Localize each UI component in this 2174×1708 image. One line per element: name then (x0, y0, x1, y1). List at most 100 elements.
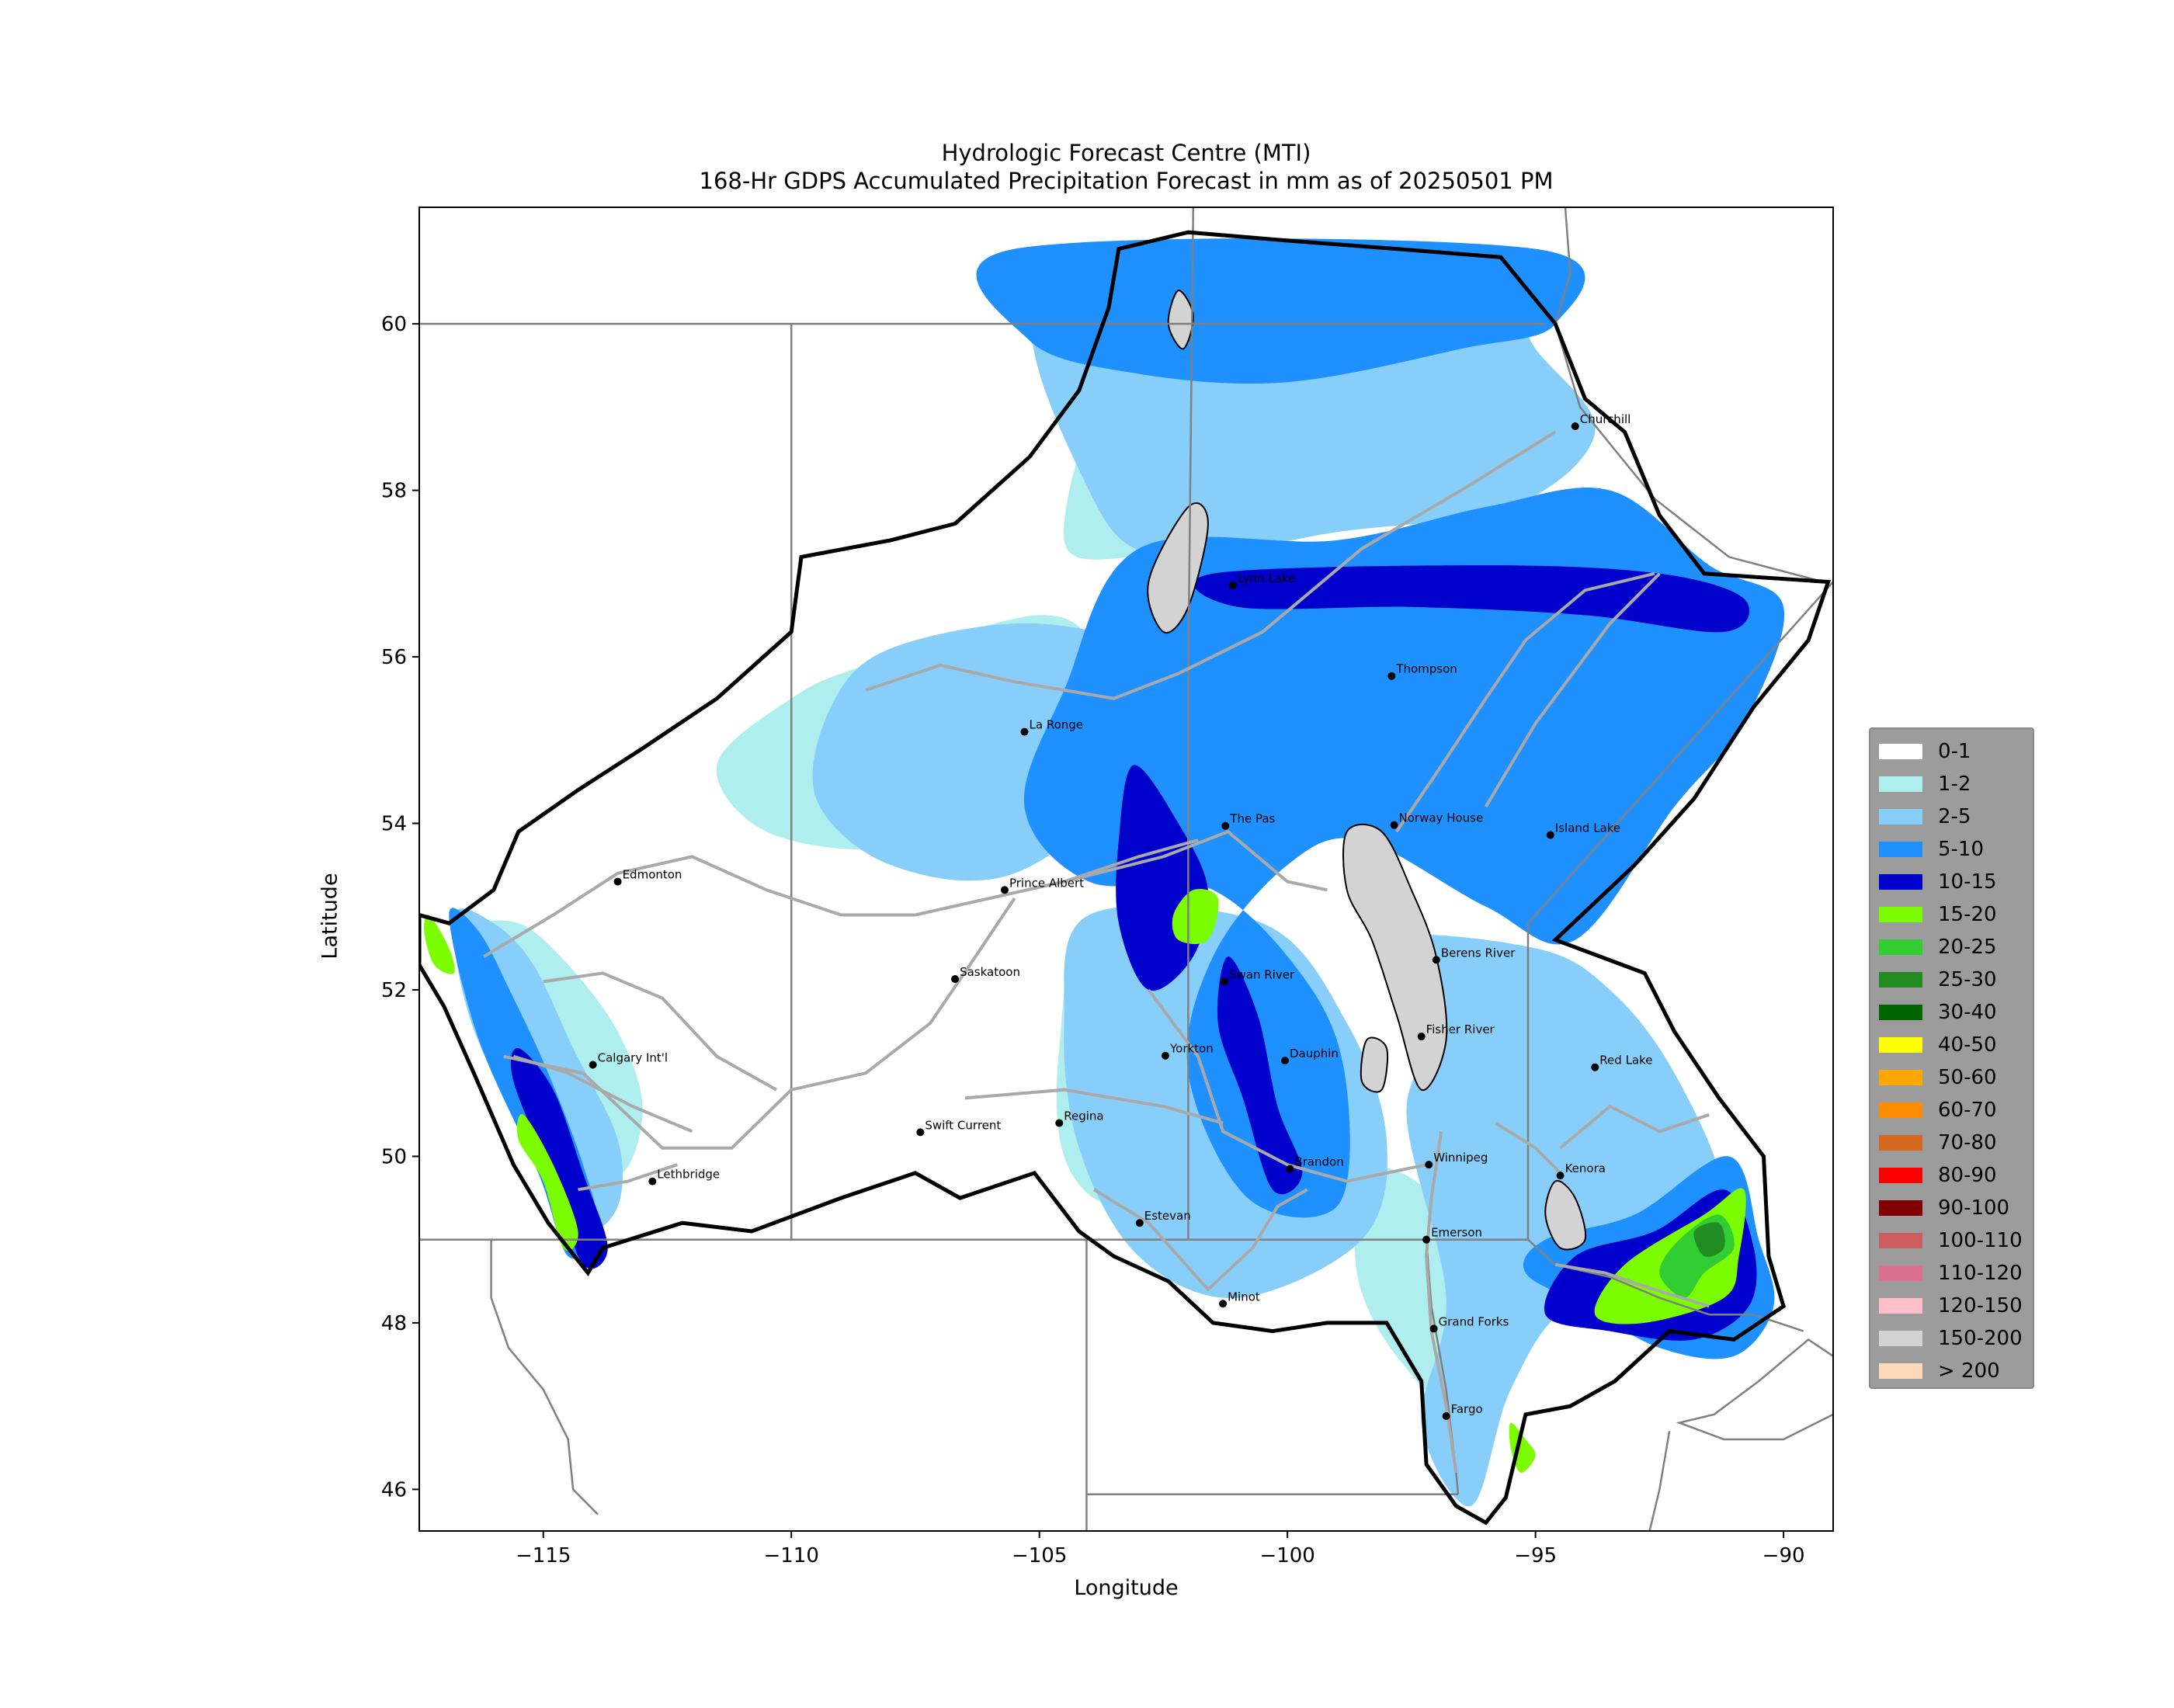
river-hayes (1484, 572, 1661, 808)
legend-swatch (1879, 1037, 1922, 1053)
city-marker-island-lake (1546, 831, 1554, 839)
city-label-brandon: Brandon (1294, 1155, 1343, 1169)
river-rainy (1554, 1262, 1710, 1308)
legend-label: 5-10 (1938, 838, 1985, 861)
city-marker-swan-river (1221, 977, 1229, 986)
river-red-deer (543, 971, 777, 1092)
legend-label: 20-25 (1938, 936, 1997, 959)
precip-zone-15-20-21 (424, 914, 455, 974)
y-tick-label: 48 (381, 1312, 407, 1335)
legend-label: 60-70 (1938, 1099, 1997, 1122)
city-label-edmonton: Edmonton (623, 868, 682, 882)
city-marker-yorkton (1161, 1051, 1169, 1060)
city-marker-fisher-river (1417, 1033, 1426, 1041)
legend-swatch (1879, 1298, 1922, 1314)
political-borders (419, 207, 1833, 1531)
legend-swatch (1879, 1102, 1922, 1118)
city-marker-estevan (1135, 1219, 1144, 1227)
legend-item: 20-25 (1870, 931, 2036, 963)
legend-item: 0-1 (1870, 735, 2036, 768)
precip-zone-5-10-11 (1023, 487, 1785, 1218)
legend-swatch (1879, 1363, 1922, 1379)
precip-zone-150-200-26 (1342, 823, 1448, 1091)
city-marker-regina (1055, 1119, 1064, 1127)
legend-swatch (1879, 1265, 1922, 1281)
legend-label: 15-20 (1938, 903, 1997, 926)
border-mn-wi (1648, 1431, 1671, 1531)
city-label-fargo: Fargo (1451, 1402, 1483, 1416)
legend-item: 30-40 (1870, 996, 2036, 1029)
city-label-lynn-lake: Lynn Lake (1238, 571, 1296, 585)
legend-item: 40-50 (1870, 1029, 2036, 1061)
city-label-swift-current: Swift Current (925, 1118, 1001, 1132)
legend-label: 50-60 (1938, 1066, 1997, 1089)
city-marker-churchill (1571, 422, 1579, 431)
legend-item: 10-15 (1870, 866, 2036, 898)
city-label-emerson: Emerson (1431, 1226, 1482, 1240)
border-hudson-coast (1554, 207, 1824, 583)
river-south-saskatchewan (503, 897, 1016, 1150)
legend-label: 70-80 (1938, 1131, 1997, 1154)
city-label-saskatoon: Saskatoon (960, 965, 1020, 979)
city-label-norway-house: Norway House (1399, 811, 1484, 825)
river-bow (512, 1054, 693, 1133)
legend-item: 90-100 (1870, 1192, 2036, 1224)
y-axis-label: Latitude (318, 873, 342, 960)
border-id-mt (490, 1239, 599, 1515)
legend-label: 0-1 (1938, 740, 1971, 763)
city-marker-lethbridge (648, 1177, 657, 1186)
y-tick-label: 52 (381, 979, 407, 1002)
legend-item: 25-30 (1870, 963, 2036, 996)
precip-zone-10-15-17 (510, 1047, 608, 1269)
city-label-calgary-int-l: Calgary Int'l (598, 1050, 668, 1064)
border-mb-on (1526, 581, 1833, 1240)
x-axis-label: Longitude (1074, 1576, 1179, 1600)
legend-item: 2-5 (1870, 800, 2036, 833)
city-marker-grand-forks (1429, 1324, 1438, 1333)
city-label-yorkton: Yorkton (1169, 1042, 1214, 1056)
city-label-swan-river: Swan River (1229, 967, 1295, 981)
legend-item: 150-200 (1870, 1322, 2036, 1355)
legend-label: 150-200 (1938, 1327, 2023, 1350)
city-label-winnipeg: Winnipeg (1433, 1151, 1488, 1165)
y-tick-label: 56 (381, 646, 407, 669)
legend-label: 30-40 (1938, 1001, 1997, 1024)
city-label-la-ronge: La Ronge (1030, 718, 1084, 732)
basin-outline (419, 230, 1832, 1526)
legend-item: > 200 (1870, 1355, 2036, 1387)
legend-label: 110-120 (1938, 1262, 2023, 1285)
legend-item: 110-120 (1870, 1257, 2036, 1290)
river-nelson (1395, 571, 1655, 833)
city-marker-emerson (1422, 1235, 1431, 1244)
legend-swatch (1879, 1070, 1922, 1085)
legend-swatch (1879, 939, 1922, 955)
city-marker-prince-albert (1000, 886, 1009, 894)
cities: Churchill Lynn Lake Thompson La Ronge The Pa… (589, 412, 1653, 1421)
border-lake-superior (1676, 1338, 1833, 1441)
x-tick-label: −110 (763, 1544, 818, 1567)
city-label-dauphin: Dauphin (1290, 1047, 1339, 1061)
city-marker-winnipeg (1425, 1161, 1433, 1169)
city-marker-saskatoon (951, 975, 960, 984)
city-marker-lynn-lake (1228, 581, 1237, 589)
city-label-lethbridge: Lethbridge (657, 1168, 720, 1182)
legend-item: 50-60 (1870, 1061, 2036, 1094)
river-churchill (865, 430, 1557, 700)
x-tick-label: −115 (516, 1544, 571, 1567)
map-title: Hydrologic Forecast Centre (MTI) (941, 140, 1311, 166)
city-label-churchill: Churchill (1580, 412, 1631, 426)
map-subtitle: 168-Hr GDPS Accumulated Precipitation Fo… (699, 168, 1554, 194)
city-label-berens-river: Berens River (1441, 946, 1516, 960)
river-north-saskatchewan (483, 838, 1199, 958)
legend-label: 90-100 (1938, 1196, 2010, 1220)
river-oldman (578, 1163, 678, 1192)
precip-zone-150-200-30 (1544, 1180, 1587, 1251)
legend-swatch (1879, 1233, 1922, 1248)
y-tick-label: 50 (381, 1145, 407, 1168)
border-sk-mb (1187, 207, 1195, 1240)
city-marker-thompson (1387, 672, 1396, 680)
legend-swatch (1879, 1005, 1922, 1020)
precip-zone-10-15-15 (1217, 956, 1303, 1195)
river-winnipeg (1495, 1121, 1562, 1175)
river-souris (1092, 1188, 1308, 1292)
